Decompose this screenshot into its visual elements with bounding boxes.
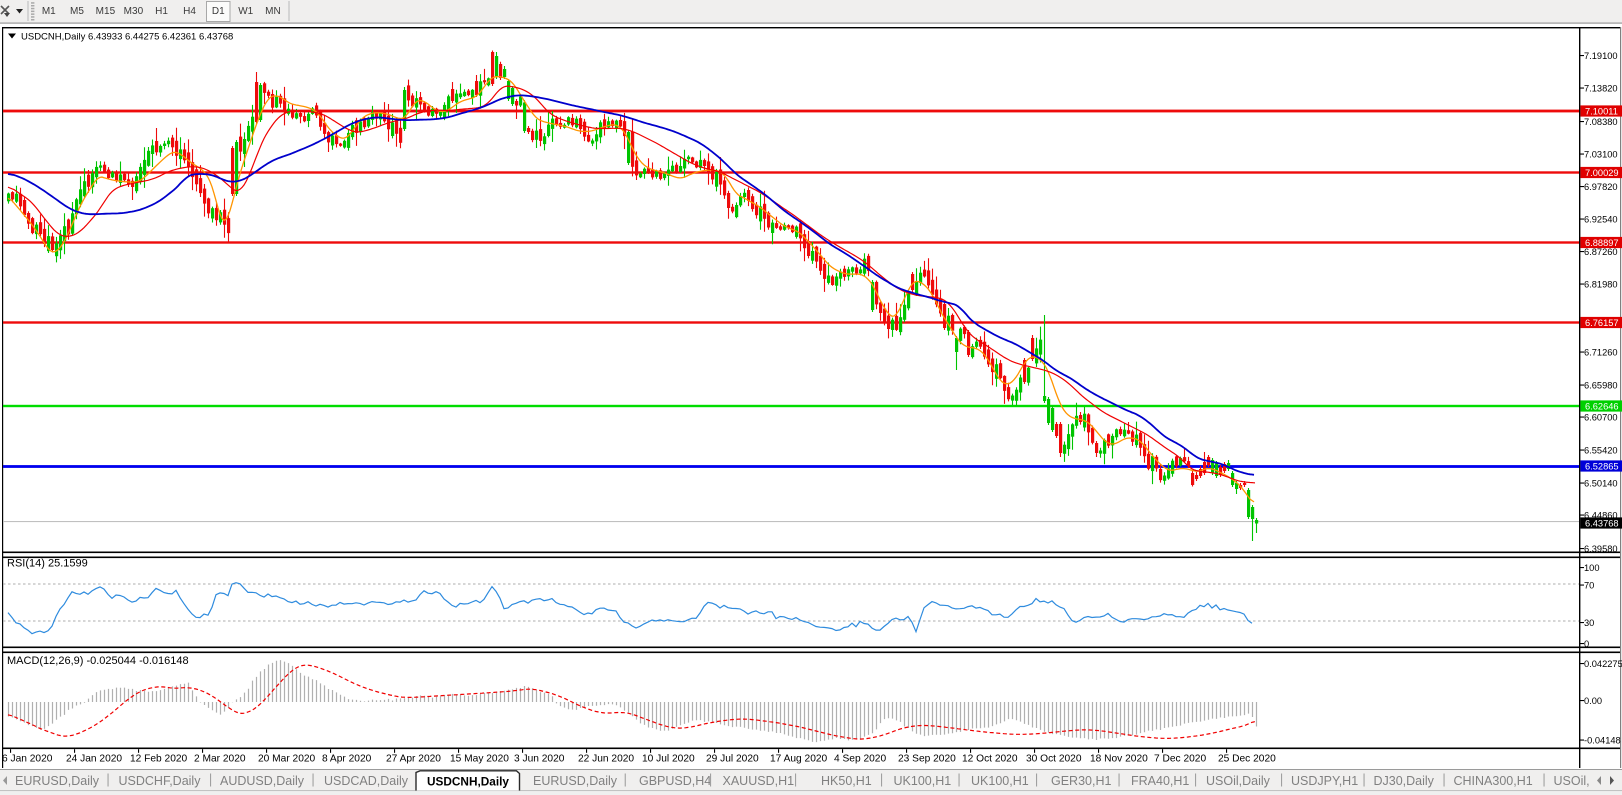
svg-text:25 Dec 2020: 25 Dec 2020 [1218, 754, 1276, 765]
svg-text:7.00029: 7.00029 [1585, 168, 1619, 178]
svg-text:10 Jul 2020: 10 Jul 2020 [642, 754, 695, 765]
svg-text:6.87260: 6.87260 [1584, 247, 1618, 257]
svg-text:29 Jul 2020: 29 Jul 2020 [706, 754, 759, 765]
svg-text:20 Mar 2020: 20 Mar 2020 [258, 754, 316, 765]
svg-text:6.81980: 6.81980 [1584, 279, 1618, 289]
svg-text:UK100,H1: UK100,H1 [971, 774, 1029, 788]
svg-text:XAUUSD,H1: XAUUSD,H1 [723, 774, 795, 788]
svg-text:CHINA300,H1: CHINA300,H1 [1454, 774, 1533, 788]
svg-text:100: 100 [1584, 563, 1600, 573]
svg-text:6.55420: 6.55420 [1584, 445, 1618, 455]
svg-text:6.76157: 6.76157 [1585, 318, 1619, 328]
svg-text:6.65980: 6.65980 [1584, 380, 1618, 390]
svg-text:23 Sep 2020: 23 Sep 2020 [898, 754, 956, 765]
svg-text:UK100,H1: UK100,H1 [894, 774, 952, 788]
svg-text:6 Jan 2020: 6 Jan 2020 [2, 754, 53, 765]
svg-text:H4: H4 [183, 6, 196, 17]
svg-text:HK50,H1: HK50,H1 [821, 774, 872, 788]
svg-text:MACD(12,26,9) -0.025044 -0.016: MACD(12,26,9) -0.025044 -0.016148 [7, 655, 189, 667]
svg-text:6.52865: 6.52865 [1585, 461, 1619, 471]
svg-text:USDJPY,H1: USDJPY,H1 [1291, 774, 1358, 788]
svg-text:7.19100: 7.19100 [1584, 51, 1618, 61]
svg-text:7.13820: 7.13820 [1584, 83, 1618, 93]
svg-text:W1: W1 [238, 6, 253, 17]
svg-text:30: 30 [1584, 618, 1594, 628]
svg-text:7.10011: 7.10011 [1585, 106, 1618, 116]
svg-text:12 Oct 2020: 12 Oct 2020 [962, 754, 1018, 765]
svg-text:12 Feb 2020: 12 Feb 2020 [130, 754, 188, 765]
svg-text:0.042275: 0.042275 [1584, 659, 1622, 669]
svg-text:M30: M30 [124, 6, 144, 17]
svg-text:-0.04148: -0.04148 [1584, 735, 1621, 745]
svg-text:D1: D1 [212, 6, 225, 17]
svg-text:6.43768: 6.43768 [1585, 518, 1619, 528]
svg-text:7 Dec 2020: 7 Dec 2020 [1154, 754, 1206, 765]
svg-text:H1: H1 [155, 6, 168, 17]
svg-text:6.97820: 6.97820 [1584, 182, 1618, 192]
svg-text:M15: M15 [96, 6, 116, 17]
svg-text:6.92540: 6.92540 [1584, 214, 1618, 224]
svg-text:0: 0 [1584, 639, 1589, 649]
svg-text:2 Mar 2020: 2 Mar 2020 [194, 754, 246, 765]
svg-text:6.50140: 6.50140 [1584, 478, 1618, 488]
svg-text:17 Aug 2020: 17 Aug 2020 [770, 754, 828, 765]
svg-text:6.88897: 6.88897 [1585, 238, 1619, 248]
svg-text:8 Apr 2020: 8 Apr 2020 [322, 754, 372, 765]
svg-text:6.60700: 6.60700 [1584, 412, 1618, 422]
svg-text:6.71260: 6.71260 [1584, 347, 1618, 357]
svg-text:22 Jun 2020: 22 Jun 2020 [578, 754, 634, 765]
svg-text:USOil,: USOil, [1554, 774, 1590, 788]
svg-text:15 May 2020: 15 May 2020 [450, 754, 509, 765]
svg-text:MN: MN [265, 6, 281, 17]
svg-text:USOil,Daily: USOil,Daily [1206, 774, 1271, 788]
svg-text:M1: M1 [42, 6, 56, 17]
svg-text:AUDUSD,Daily: AUDUSD,Daily [220, 774, 305, 788]
svg-text:FRA40,H1: FRA40,H1 [1131, 774, 1189, 788]
svg-text:USDCAD,Daily: USDCAD,Daily [324, 774, 409, 788]
svg-text:6.44860: 6.44860 [1584, 510, 1618, 520]
svg-text:7.08380: 7.08380 [1584, 117, 1618, 127]
svg-text:18 Nov 2020: 18 Nov 2020 [1090, 754, 1148, 765]
svg-text:USDCNH,Daily 6.43933 6.44275: USDCNH,Daily 6.43933 6.44275 6.42361 6.4… [21, 32, 233, 43]
svg-text:7.03100: 7.03100 [1584, 149, 1618, 159]
svg-text:USDCNH,Daily: USDCNH,Daily [427, 775, 509, 789]
svg-text:30 Oct 2020: 30 Oct 2020 [1026, 754, 1082, 765]
svg-text:4 Sep 2020: 4 Sep 2020 [834, 754, 886, 765]
svg-text:USDCHF,Daily: USDCHF,Daily [119, 774, 202, 788]
svg-text:DJ30,Daily: DJ30,Daily [1374, 774, 1435, 788]
svg-text:EURUSD,Daily: EURUSD,Daily [15, 774, 100, 788]
svg-text:EURUSD,Daily: EURUSD,Daily [533, 774, 618, 788]
svg-text:3 Jun 2020: 3 Jun 2020 [514, 754, 565, 765]
svg-text:M5: M5 [70, 6, 84, 17]
svg-text:0.00: 0.00 [1584, 696, 1602, 706]
svg-text:RSI(14) 25.1599: RSI(14) 25.1599 [7, 558, 88, 570]
svg-text:24 Jan 2020: 24 Jan 2020 [66, 754, 122, 765]
svg-text:70: 70 [1584, 580, 1594, 590]
svg-text:6.62646: 6.62646 [1585, 401, 1619, 411]
svg-text:6.39580: 6.39580 [1584, 544, 1618, 554]
svg-text:GBPUSD,H4: GBPUSD,H4 [639, 774, 711, 788]
svg-text:GER30,H1: GER30,H1 [1051, 774, 1111, 788]
svg-text:27 Apr 2020: 27 Apr 2020 [386, 754, 441, 765]
